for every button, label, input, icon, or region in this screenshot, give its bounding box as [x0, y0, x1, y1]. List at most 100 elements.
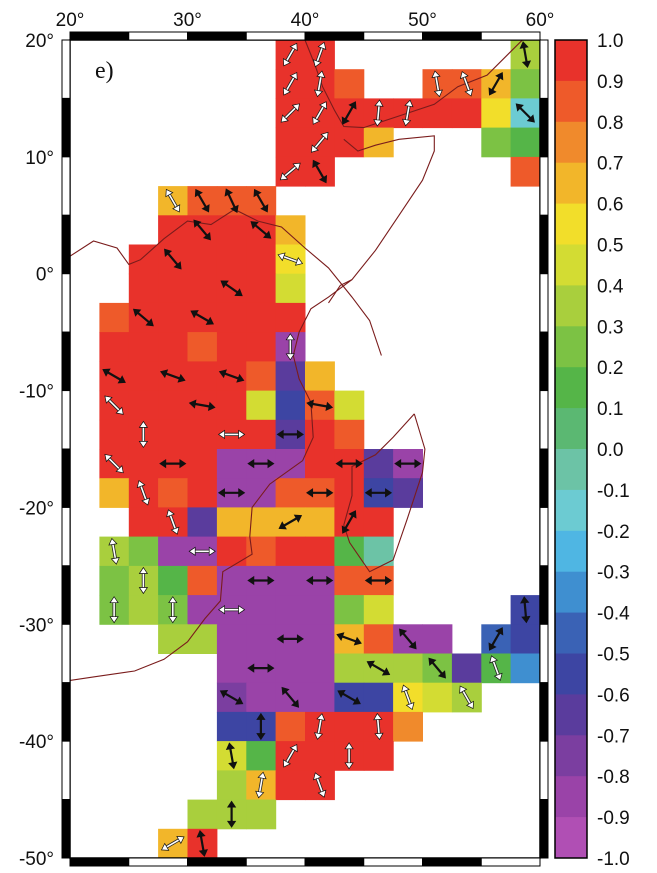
- grid-cell: [128, 244, 159, 275]
- grid-cell: [246, 624, 277, 654]
- arrow-shaft-outline: [195, 222, 209, 238]
- arrow-tail-head: [437, 670, 446, 679]
- arrow-head: [289, 743, 298, 753]
- latitude-tick-label: -10°: [19, 382, 54, 403]
- arrow-tail-head: [310, 144, 319, 153]
- vector-arrow: [401, 684, 415, 711]
- arrow-tail-head: [296, 429, 304, 440]
- grid-cell: [393, 478, 423, 508]
- arrow-tail-head: [313, 89, 324, 98]
- grid-cell: [363, 507, 394, 538]
- vector-arrow: [341, 101, 357, 125]
- arrow-tail-head: [138, 587, 149, 595]
- arrow-head: [318, 101, 328, 110]
- frame-bar-right: [539, 97, 549, 158]
- colorbar-swatch: [555, 244, 587, 286]
- arrow-head: [320, 131, 329, 141]
- arrow-head: [196, 829, 206, 838]
- vector-arrow: [282, 743, 298, 768]
- vector-arrow: [306, 575, 334, 586]
- colorbar-swatch: [555, 694, 587, 736]
- arrow-head: [317, 41, 327, 50]
- arrow-tail-head: [109, 616, 119, 624]
- grid-cell: [158, 273, 188, 304]
- arrow-head: [489, 655, 498, 664]
- vector-arrow: [313, 772, 327, 798]
- arrow-shaft: [107, 456, 122, 471]
- grid-cell: [158, 302, 188, 333]
- frame-bar-right: [539, 682, 549, 742]
- arrow-tail-head: [138, 441, 149, 449]
- grid-cell: [275, 565, 306, 596]
- grid-cell: [158, 419, 188, 450]
- arrow-tail-head: [238, 488, 246, 498]
- grid-cell: [187, 361, 218, 392]
- arrow-shaft: [462, 75, 471, 93]
- grid-cell: [510, 624, 540, 654]
- vector-arrow: [196, 829, 208, 857]
- grid-cell: [334, 69, 365, 99]
- arrow-head: [336, 632, 345, 641]
- arrow-tail-head: [228, 761, 238, 770]
- frame-bar-right: [539, 390, 549, 450]
- frame-bar-left: [61, 156, 71, 216]
- latitude-tick-labels: 20° 10° 0° -10° -20° -30° -40° -50°: [19, 31, 54, 870]
- grid-cell: [363, 536, 394, 567]
- arrow-tail-head: [312, 116, 321, 125]
- arrow-shaft: [285, 747, 296, 764]
- grid-cell: [334, 653, 365, 684]
- frame-bar-right: [539, 799, 549, 859]
- vector-arrow: [247, 663, 275, 673]
- grid-cell: [246, 682, 277, 713]
- arrow-head: [176, 836, 185, 845]
- frame-bar-bottom: [69, 857, 130, 867]
- arrow-tail-head: [238, 605, 246, 615]
- arrow-head: [217, 429, 225, 440]
- colorbar-swatch: [555, 653, 587, 695]
- vector-arrow: [190, 310, 215, 325]
- frame-bar-left: [61, 97, 71, 158]
- arrow-tail-head: [291, 699, 300, 708]
- frame-bar-top: [245, 31, 306, 41]
- arrow-shaft-outline: [490, 630, 502, 648]
- grid-cell: [187, 507, 218, 538]
- vector-arrow: [159, 369, 186, 383]
- arrow-head: [366, 660, 375, 669]
- grid-cell: [216, 390, 247, 421]
- grid-cell: [99, 478, 130, 508]
- colorbar: 1.0 0.9 0.8 0.7 0.6 0.5 0.4 0.3 0.2 0.1 0.0 -0.1 -0.…: [554, 31, 630, 870]
- arrow-tail-head: [173, 261, 182, 270]
- grid-cell: [510, 127, 540, 158]
- grid-cell: [305, 682, 335, 713]
- arrow-shaft: [139, 484, 148, 502]
- arrow-head: [247, 575, 255, 586]
- vector-arrow: [256, 712, 266, 741]
- frame-bar-left: [61, 506, 71, 567]
- map-frame: [61, 31, 549, 867]
- arrow-head: [344, 742, 354, 750]
- grid-cell: [246, 595, 277, 625]
- grid-cell: [216, 536, 247, 567]
- vector-arrow: [364, 575, 393, 586]
- frame-bar-top: [422, 31, 482, 41]
- arrow-tail-head: [493, 672, 503, 681]
- arrow-shaft-outline: [223, 691, 240, 703]
- grid-cell: [128, 449, 159, 479]
- latitude-tick-label: -20°: [19, 498, 54, 519]
- arrow-head: [219, 689, 229, 699]
- grid-cell: [305, 624, 335, 654]
- frame-bar-top: [363, 31, 423, 41]
- vector-arrow: [459, 70, 474, 97]
- arrow-shaft-outline: [228, 746, 235, 765]
- arrow-tail-head: [267, 575, 275, 586]
- arrow-shaft: [315, 776, 324, 794]
- vector-arrow: [138, 566, 149, 595]
- grid-cell: [216, 711, 247, 742]
- arrow-tail-head: [115, 465, 124, 474]
- arrow-tail-head: [198, 849, 208, 857]
- arrow-head: [225, 742, 236, 751]
- arrow-shaft-outline: [370, 662, 387, 674]
- arrow-head: [109, 596, 119, 604]
- grid-cell: [246, 273, 277, 304]
- arrow-head: [515, 103, 524, 112]
